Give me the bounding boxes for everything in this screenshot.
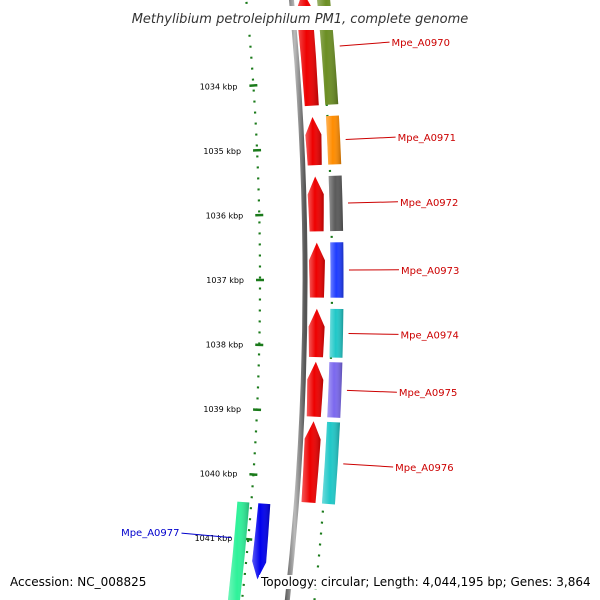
gene-label-leader [346,389,397,393]
kbp-tick-label: 1035 kbp [203,147,241,156]
kbp-tick-label: 1037 kbp [206,276,244,285]
gene-label[interactable]: Mpe_A0971 [398,133,456,144]
gene-label[interactable]: Mpe_A0976 [395,463,453,474]
gene-label[interactable]: Mpe_A0970 [392,38,450,49]
map-title: Methylibium petroleiphilum PM1, complete… [132,12,469,27]
gene-label[interactable]: Mpe_A0972 [400,198,458,209]
kbp-tick-label: 1034 kbp [200,83,238,92]
gene-track [252,0,325,580]
kbp-tick-label: 1041 kbp [195,534,233,543]
cog-band-shading [329,308,344,358]
kbp-tick-label: 1039 kbp [203,405,241,414]
gene-label[interactable]: Mpe_A0977 [121,528,179,539]
accession-text: Accession: NC_008825 [8,575,149,589]
genome-summary-text: Topology: circular; Length: 4,044,195 bp… [259,575,593,589]
gene-arrow-shading [308,308,325,358]
kbp-tick-label: 1036 kbp [206,211,244,220]
gene-arrow-shading [305,116,322,166]
gene-arrow-shading [301,421,321,504]
gene-arrow-shading [252,503,271,580]
kbp-tick [249,83,258,87]
cog-band-shading [327,362,343,418]
gene-labels: Mpe_A0970 Mpe_A0971 Mpe_A0972 Mpe_A0973 Mpe_… [121,38,459,539]
cog-band-shading [321,421,341,505]
gene-label[interactable]: Mpe_A0973 [401,266,459,277]
gene-label-leader [343,463,394,468]
gene-arrow-shading [308,242,325,298]
genome-backbone [284,0,308,600]
cog-band-shading [330,242,344,298]
gene-label-leader [339,41,390,47]
kbp-tick-label: 1040 kbp [200,469,238,478]
cog-track [227,0,344,600]
gene-label-leader [348,333,399,335]
cog-band-shading [325,115,342,165]
gene-label[interactable]: Mpe_A0974 [401,330,459,341]
kbp-tick-label: 1038 kbp [206,341,244,350]
cog-band-shading [328,175,344,232]
title-background [118,6,482,30]
gene-label-leader [345,136,396,141]
dotted-guide-lines [240,0,334,600]
gene-arrow-shading [307,176,324,232]
gene-arrow-shading [306,361,324,417]
backbone-arc [284,0,308,600]
gene-label[interactable]: Mpe_A0975 [399,388,457,399]
gene-label-leader [181,532,232,539]
gene-label-leader [347,201,398,204]
cog-band-shading [227,501,250,600]
inner-dotted-line [240,0,262,600]
